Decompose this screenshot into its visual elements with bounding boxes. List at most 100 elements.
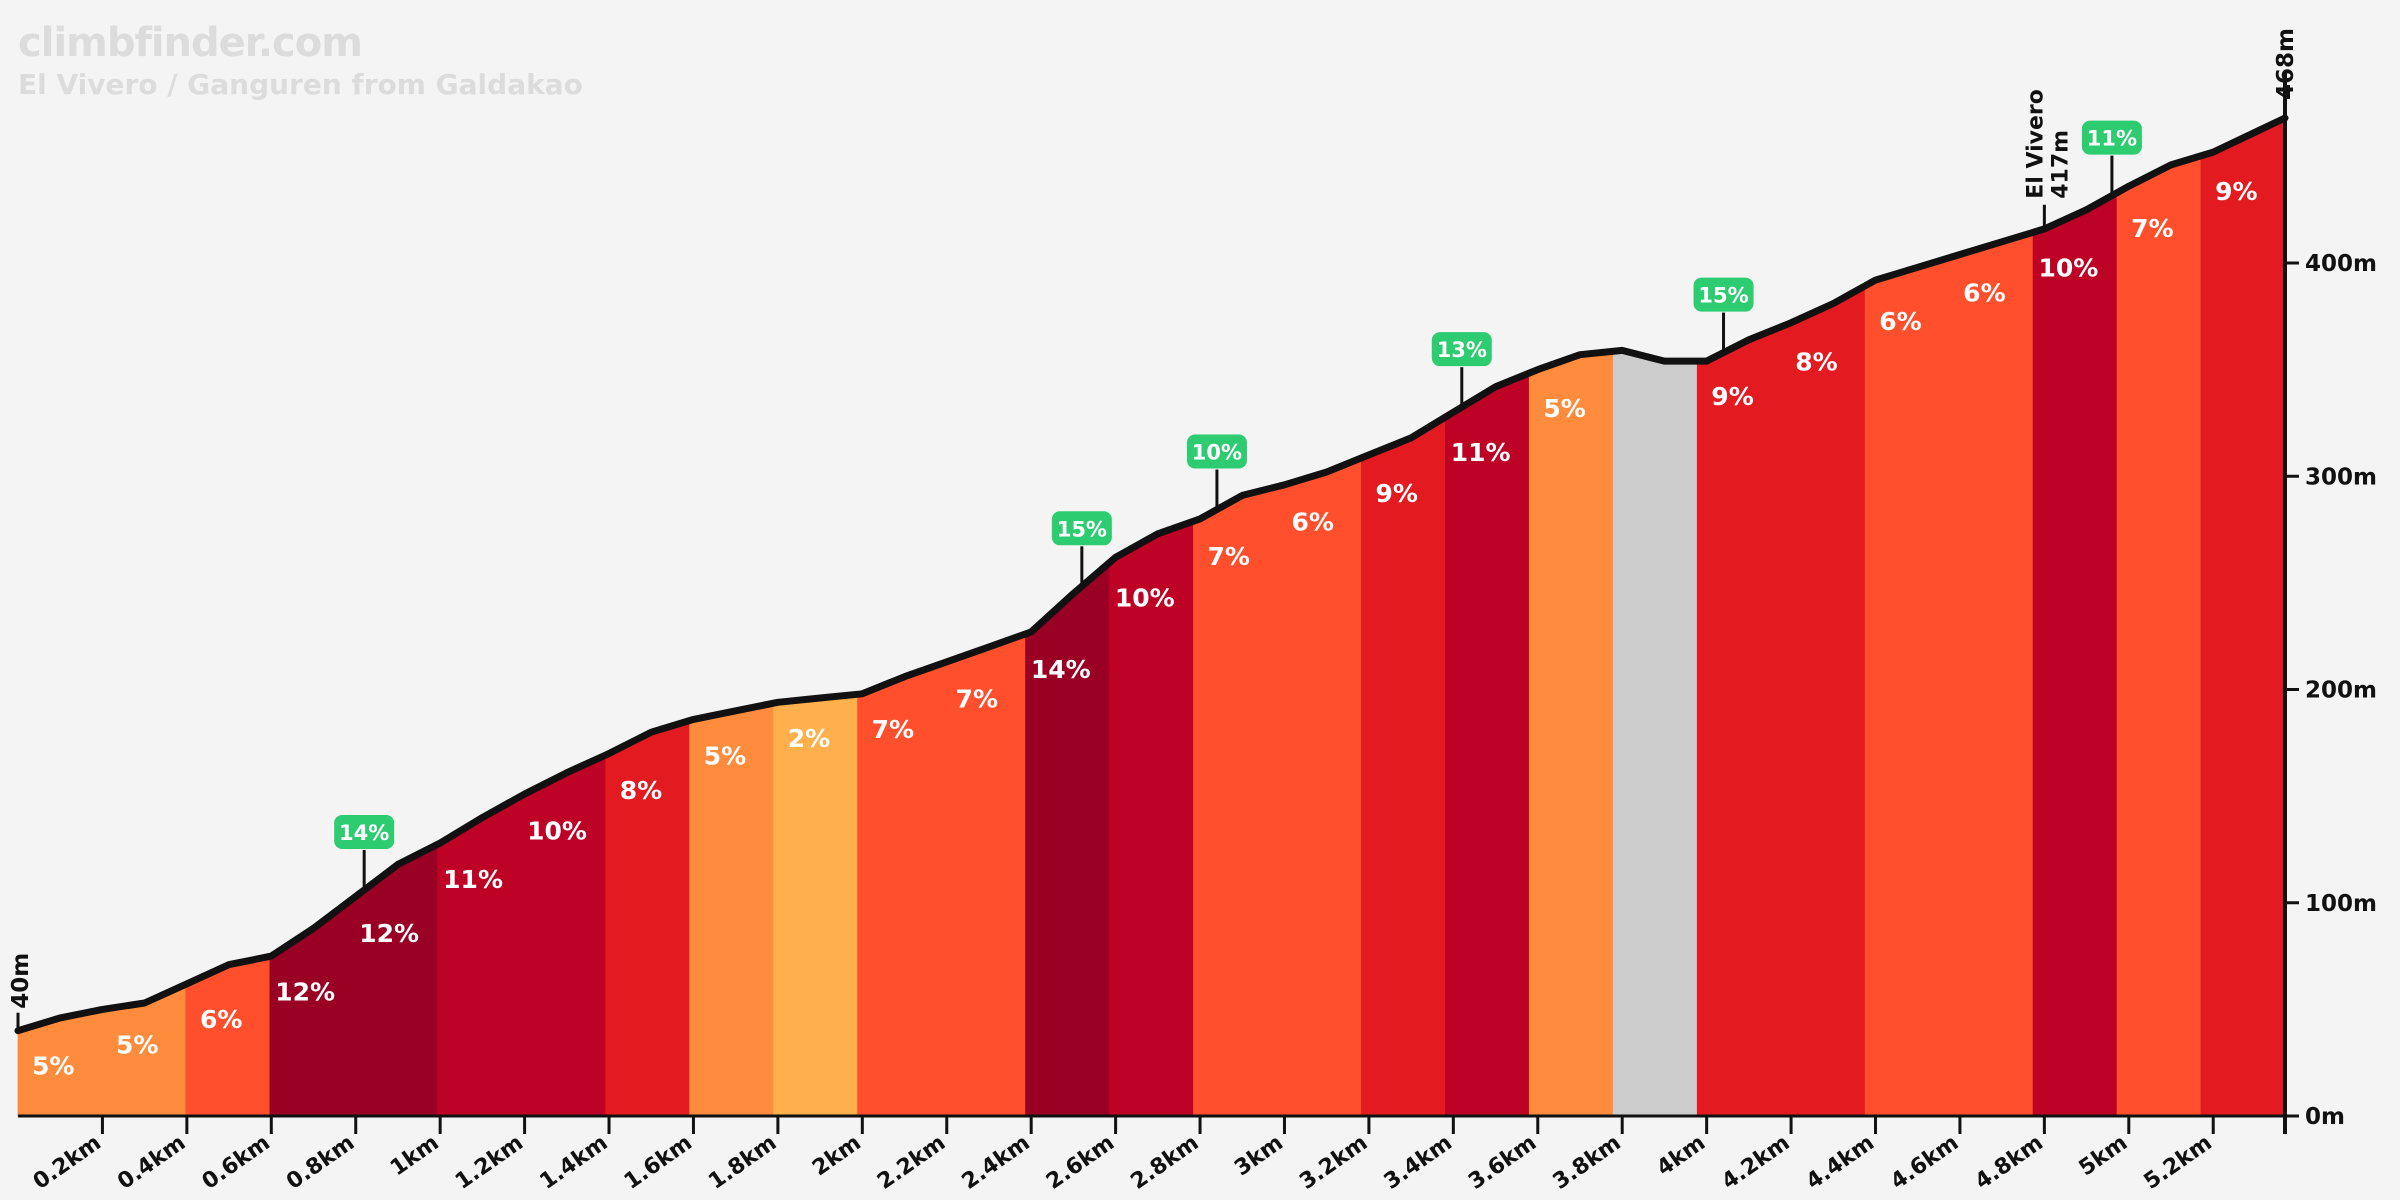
grade-segment (1612, 350, 1698, 1117)
grade-segment (1361, 416, 1446, 1117)
segment-grade-label: 14% (1031, 655, 1091, 684)
flag-badge (1186, 434, 1247, 469)
x-tick-label: 3.4km (1380, 1130, 1457, 1194)
segment-grade-label: 12% (275, 977, 335, 1006)
grade-segment (2032, 192, 2118, 1117)
grade-segment (437, 794, 523, 1117)
x-tick-label: 4.4km (1802, 1130, 1879, 1194)
x-tick-label: 3km (1230, 1130, 1288, 1181)
grade-segment (2200, 117, 2286, 1117)
segment-grade-label: 10% (527, 817, 587, 846)
segment-grade-label: 8% (620, 776, 662, 805)
x-tick-label: 3.2km (1295, 1130, 1372, 1194)
segment-grade-label: 7% (1208, 542, 1250, 571)
segment-grade-label: 6% (1879, 307, 1921, 336)
brand-logo: climbfinder.com (18, 20, 363, 66)
x-tick-label: 1.4km (535, 1130, 612, 1194)
grade-segment (1025, 561, 1110, 1117)
grade-segment (1277, 457, 1362, 1117)
x-tick-label: 2.8km (1126, 1130, 1203, 1194)
max-grade-flag: 10% (1186, 434, 1247, 510)
flag-badge (1051, 511, 1112, 546)
x-tick-label: 1km (386, 1130, 444, 1181)
segments-layer (17, 117, 2286, 1117)
x-tick-label: 0.2km (29, 1130, 106, 1194)
flag-badge (334, 814, 395, 849)
segment-grade-label: 7% (2131, 214, 2173, 243)
grade-segment (773, 693, 858, 1117)
brand-header: climbfinder.com El Vivero / Ganguren fro… (18, 20, 583, 101)
waypoint-elevation: 417m (2048, 130, 2073, 199)
grade-segment (1445, 372, 1530, 1117)
segment-grade-label: 11% (1451, 438, 1511, 467)
segment-grade-label: 10% (2038, 253, 2098, 282)
x-tick-label: 2km (808, 1130, 866, 1181)
segment-grade-label: 6% (1291, 508, 1333, 537)
y-tick-label: 0m (2305, 1104, 2345, 1130)
grade-segment (1780, 285, 1866, 1117)
segment-grade-label: 7% (872, 715, 914, 744)
x-tick-label: 0.8km (282, 1130, 359, 1194)
x-tick-label: 5km (2075, 1130, 2133, 1181)
max-grade-flag: 11% (2081, 120, 2142, 196)
segment-grade-label: 11% (443, 865, 503, 894)
segment-grade-label: 9% (1711, 382, 1753, 411)
x-tick-label: 4km (1652, 1130, 1710, 1181)
segment-labels-layer: 5% 5% 6% 12% 12% 11% 10% 8% 5% 2% 7% 7% 14% 10% 7% 6% 9%… (32, 177, 2257, 1081)
profile-line (14, 114, 2289, 1035)
flag-badge (2081, 120, 2142, 155)
max-grade-flag: 14% (334, 814, 395, 890)
segment-grade-label: 8% (1795, 348, 1837, 377)
flag-badge (1431, 332, 1492, 367)
segment-grade-label: 7% (956, 685, 998, 714)
x-tick-label: 2.4km (958, 1130, 1035, 1194)
waypoint-name: El Vivero (2023, 89, 2048, 199)
segment-grade-label: 6% (200, 1005, 242, 1034)
y-tick-label: 200m (2305, 678, 2377, 704)
x-tick-label: 4.2km (1717, 1130, 1794, 1194)
x-tick-label: 1.6km (620, 1130, 697, 1194)
grade-segment (1193, 486, 1278, 1117)
x-tick-label: 3.8km (1549, 1130, 1626, 1194)
segment-grade-label: 9% (1375, 479, 1417, 508)
max-grade-flag: 15% (1051, 511, 1112, 587)
segment-grade-label: 5% (116, 1030, 158, 1059)
segment-grade-label: 12% (359, 919, 419, 948)
max-grade-flags-layer: 14% 15% 10% 13% 15% 11% (334, 120, 2142, 890)
waypoints-layer: El Vivero 417m (2023, 89, 2073, 227)
waypoint-marker: El Vivero 417m (2023, 89, 2073, 227)
y-tick-label: 400m (2305, 251, 2377, 277)
max-grade-flag: 15% (1693, 277, 1754, 353)
flag-grade-label: 11% (2087, 127, 2137, 151)
segment-grade-label: 6% (1963, 279, 2005, 308)
grade-segment (2116, 155, 2202, 1117)
segment-grade-label: 2% (788, 724, 830, 753)
x-tick-label: 5.2km (2140, 1130, 2217, 1194)
flag-grade-label: 14% (339, 821, 389, 845)
climb-title: El Vivero / Ganguren from Galdakao (18, 68, 583, 101)
end-elevation-label: 468m (2273, 28, 2299, 100)
flag-grade-label: 15% (1057, 517, 1107, 541)
grade-segment (521, 754, 607, 1117)
flag-badge (1693, 277, 1754, 312)
flag-grade-label: 10% (1192, 441, 1242, 465)
x-tick-label: 2.6km (1042, 1130, 1119, 1194)
x-tick-label: 0.4km (113, 1130, 190, 1194)
x-tick-label: 4.8km (1971, 1130, 2048, 1194)
y-tick-label: 300m (2305, 464, 2377, 490)
segment-grade-label: 10% (1115, 584, 1175, 613)
x-tick-label: 1.2km (451, 1130, 528, 1194)
grade-segment (1864, 257, 1950, 1117)
x-tick-label: 3.6km (1464, 1130, 1541, 1194)
grade-segment (1948, 231, 2034, 1117)
max-grade-flag: 13% (1431, 332, 1492, 408)
segment-grade-label: 5% (704, 741, 746, 770)
start-elevation-label: 40m (8, 953, 34, 1009)
x-tick-label: 4.6km (1886, 1130, 1963, 1194)
segment-grade-label: 5% (32, 1052, 74, 1081)
grade-segment (1528, 350, 1614, 1117)
x-tick-label: 0.6km (198, 1130, 275, 1194)
y-tick-label: 100m (2305, 891, 2377, 917)
grade-segment (1696, 326, 1782, 1117)
